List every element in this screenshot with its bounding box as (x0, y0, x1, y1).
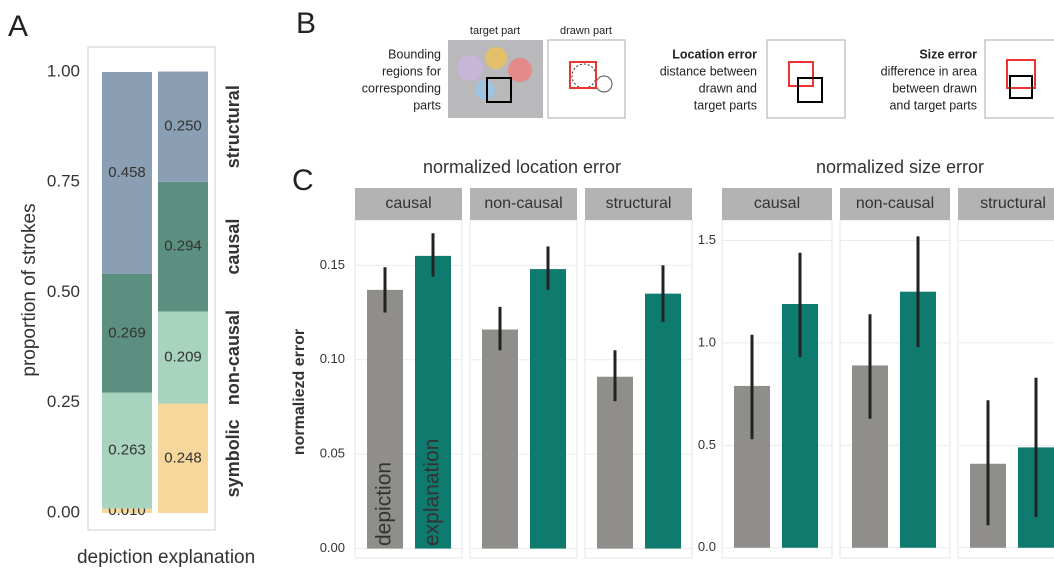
sketch-frame (548, 40, 625, 118)
value-label: 0.248 (164, 449, 202, 466)
facet-label: causal (385, 195, 431, 212)
panel-letter: C (292, 164, 314, 197)
value-label: 0.263 (108, 442, 146, 459)
label: target part (470, 25, 520, 37)
panel-letter: A (8, 10, 28, 43)
icon-frame (985, 40, 1054, 118)
value-label: 0.294 (164, 238, 202, 255)
facet-label: causal (754, 195, 800, 212)
value-label: 0.458 (108, 164, 146, 181)
photo-part (457, 55, 483, 81)
series-label: explanation (421, 439, 444, 546)
y-tick-label: 0.05 (320, 446, 345, 461)
value-label: 0.269 (108, 324, 146, 341)
label: drawn part (560, 25, 612, 37)
panel-letter: B (296, 7, 316, 40)
y-tick-label: 0.50 (47, 282, 80, 301)
bar (645, 294, 681, 549)
text: target parts (694, 98, 757, 112)
bar (482, 330, 518, 549)
y-tick-label: 0.00 (320, 540, 345, 555)
text: parts (413, 98, 441, 112)
text: Location error (672, 47, 757, 61)
series-label: depiction (373, 462, 396, 546)
value-label: 0.209 (164, 349, 202, 366)
y-tick-label: 0.10 (320, 351, 345, 366)
text: drawn and (699, 81, 757, 95)
y-tick-label: 1.5 (698, 232, 716, 247)
y-tick-label: 0.25 (47, 392, 80, 411)
legend-label: causal (223, 219, 243, 275)
y-tick-label: 0.75 (47, 172, 80, 191)
text: Size error (919, 47, 977, 61)
y-tick-label: 0.0 (698, 539, 716, 554)
chart-title: normalized size error (816, 157, 984, 177)
x-tick-label: explanation (158, 547, 255, 568)
legend-label: non-causal (223, 310, 243, 405)
text: and target parts (889, 98, 977, 112)
photo-part (475, 80, 495, 100)
value-label: 0.250 (164, 118, 202, 135)
y-tick-label: 0.15 (320, 257, 345, 272)
y-axis-label: proportion of strokes (19, 203, 40, 376)
facet-label: non-causal (856, 195, 934, 212)
facet-label: structural (606, 195, 672, 212)
figure: A B C target part drawn part Bounding re… (0, 0, 1054, 570)
text: distance between (660, 64, 757, 78)
page: A B C target part drawn part Bounding re… (0, 0, 1054, 570)
y-axis-label: normaliezd error (291, 329, 308, 455)
diagram: target part drawn part Bounding regions … (362, 25, 1054, 118)
bar (597, 377, 633, 549)
y-tick-label: 0.00 (47, 502, 80, 521)
facet-label: non-causal (484, 195, 562, 212)
text: between drawn (892, 81, 977, 95)
y-tick-label: 1.0 (698, 334, 716, 349)
facet-label: structural (980, 195, 1046, 212)
text: corresponding (362, 81, 441, 95)
text: difference in area (881, 64, 977, 78)
bar (530, 269, 566, 548)
text: regions for (382, 64, 441, 78)
legend-label: symbolic (223, 419, 243, 497)
chart-title: normalized location error (423, 157, 621, 177)
legend-label: structural (223, 85, 243, 168)
photo-part (485, 47, 507, 69)
y-tick-label: 1.00 (47, 61, 80, 80)
text: Bounding (388, 47, 441, 61)
y-tick-label: 0.5 (698, 437, 716, 452)
x-tick-label: depiction (77, 547, 153, 568)
